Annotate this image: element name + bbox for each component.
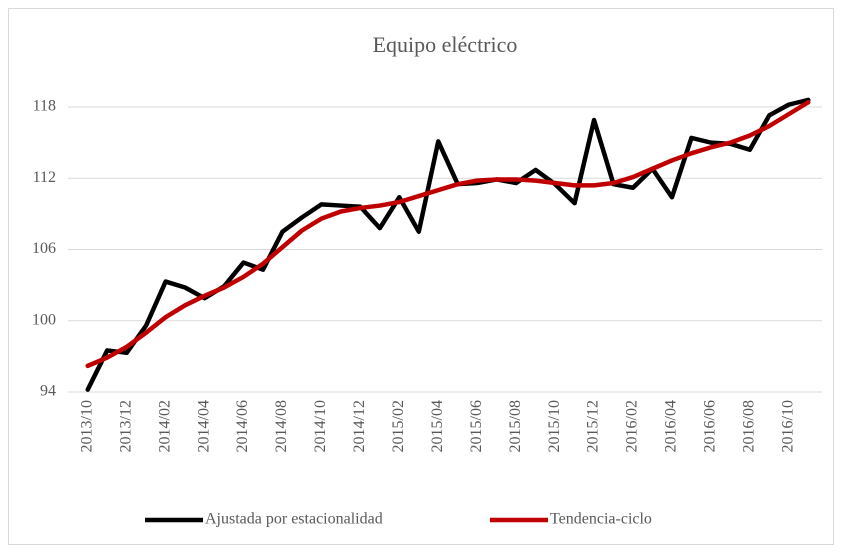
x-tick-label: 2014/08 [273, 400, 290, 452]
x-tick-label: 2015/10 [546, 400, 563, 452]
x-tick-label: 2015/02 [390, 400, 407, 452]
x-tick-label: 2016/02 [624, 400, 641, 452]
y-tick-label: 94 [40, 383, 56, 400]
x-tick-label: 2016/04 [663, 400, 680, 452]
chart-title: Equipo eléctrico [373, 32, 518, 57]
x-tick-label: 2014/06 [234, 400, 251, 452]
x-tick-label: 2014/02 [156, 400, 173, 452]
y-tick-label: 118 [33, 98, 56, 115]
legend-label: Ajustada por estacionalidad [205, 511, 383, 528]
x-tick-label: 2015/06 [468, 400, 485, 452]
x-tick-label: 2016/08 [741, 400, 758, 452]
x-tick-label: 2013/12 [117, 400, 134, 452]
x-tick-label: 2016/06 [702, 400, 719, 452]
x-tick-label: 2015/04 [429, 400, 446, 452]
x-tick-label: 2015/12 [585, 400, 602, 452]
y-tick-label: 106 [32, 240, 56, 257]
y-tick-label: 100 [32, 311, 56, 328]
x-tick-label: 2014/12 [351, 400, 368, 452]
x-tick-label: 2016/10 [779, 400, 796, 452]
x-tick-label: 2013/10 [78, 400, 95, 452]
line-series [85, 100, 811, 369]
legend-label: Tendencia-ciclo [550, 511, 652, 528]
y-tick-label: 112 [33, 169, 56, 186]
x-tick-label: 2014/10 [312, 400, 329, 452]
x-tick-label: 2015/08 [507, 400, 524, 452]
x-tick-label: 2014/04 [195, 400, 212, 452]
chart-border [8, 8, 834, 545]
